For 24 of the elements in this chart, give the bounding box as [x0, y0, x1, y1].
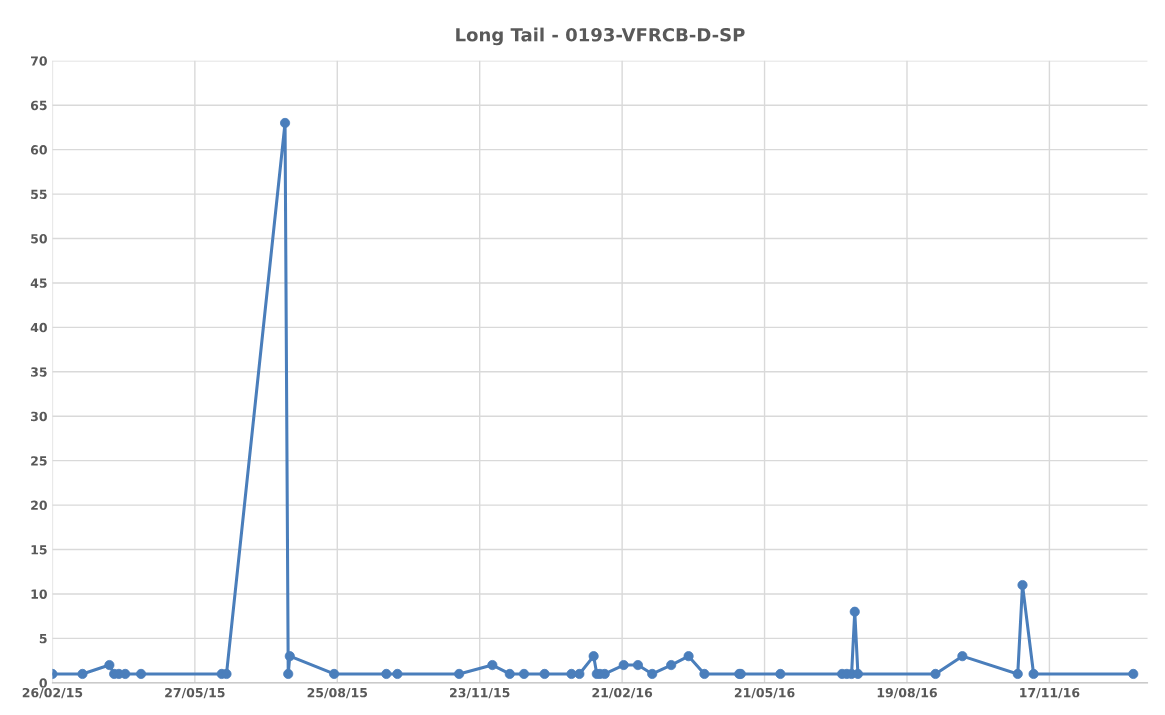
- y-tick-label: 25: [31, 456, 47, 466]
- x-tick-label: 26/02/15: [22, 687, 83, 699]
- y-tick-label: 35: [31, 367, 47, 377]
- y-tick-label: 70: [31, 56, 47, 66]
- y-tick-label: 0: [39, 678, 47, 688]
- x-tick-label: 27/05/15: [165, 687, 225, 699]
- x-tick-label: 23/11/15: [450, 687, 510, 699]
- y-tick-label: 45: [30, 278, 47, 288]
- x-tick-label: 19/08/16: [877, 687, 937, 699]
- y-tick-label: 15: [31, 545, 47, 555]
- x-tick-label: 25/08/15: [307, 687, 368, 699]
- y-tick-label: 50: [31, 233, 47, 244]
- y-tick-label: 60: [30, 145, 47, 155]
- chart-title: Long Tail - 0193-VFRCB-D-SP: [456, 27, 745, 46]
- y-tick-label: 40: [30, 322, 47, 333]
- y-tick-label: 10: [31, 589, 47, 599]
- y-tick-label: 30: [31, 411, 47, 422]
- x-tick-label: 21/05/16: [734, 687, 795, 699]
- y-tick-label: 20: [31, 500, 47, 511]
- x-tick-label: 17/11/16: [1020, 687, 1080, 699]
- y-tick-label: 5: [39, 634, 47, 644]
- y-tick-label: 55: [31, 189, 47, 199]
- x-tick-label: 21/02/16: [592, 687, 653, 699]
- y-tick-label: 65: [30, 100, 47, 111]
